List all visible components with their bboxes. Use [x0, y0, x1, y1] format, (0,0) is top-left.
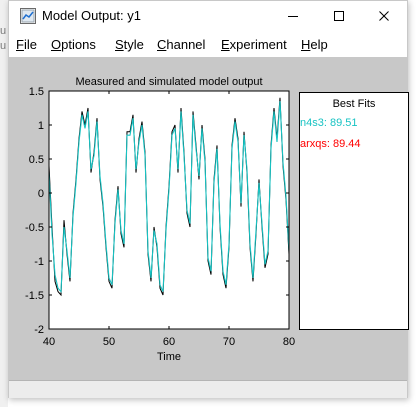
background-text: u: [0, 40, 7, 52]
window-title: Model Output: y1: [42, 8, 141, 23]
title-bar[interactable]: Model Output: y1: [9, 1, 407, 33]
y-tick-label: 0: [38, 188, 44, 200]
model-output-window: Model Output: y1 File Options Style Chan…: [8, 0, 409, 398]
minimize-icon: [288, 16, 298, 17]
x-axis-label: Time: [157, 351, 181, 363]
plot-title: Measured and simulated model output: [75, 76, 262, 88]
menu-bar: File Options Style Channel Experiment He…: [9, 33, 407, 57]
close-button[interactable]: [362, 1, 406, 31]
y-tick-label: -1: [34, 256, 44, 268]
menu-style[interactable]: Style: [115, 37, 144, 52]
background-window-edge: [0, 0, 8, 407]
y-tick-label: 1.5: [29, 86, 44, 98]
x-tick-label: 50: [103, 336, 115, 348]
menu-file[interactable]: File: [16, 37, 37, 52]
series-line-1: [49, 101, 289, 293]
y-tick-label: -1.5: [25, 290, 44, 302]
x-tick-label: 40: [43, 336, 55, 348]
best-fits-title: Best Fits: [332, 98, 376, 110]
best-fits-panel: Best Fits n4s3: 89.51 arxqs: 89.44: [299, 92, 409, 330]
matlab-figure-icon: [20, 8, 36, 24]
figure-area: Measured and simulated model output 40 50 6…: [9, 57, 409, 398]
x-tick-label: 70: [223, 336, 235, 348]
close-icon: [379, 11, 389, 21]
menu-options[interactable]: Options: [51, 37, 96, 52]
maximize-icon: [334, 11, 344, 21]
background-text: u: [0, 25, 7, 37]
fit-entry-arxqs[interactable]: arxqs: 89.44: [300, 138, 361, 150]
y-tick-label: -0.5: [25, 222, 44, 234]
y-tick-label: -2: [34, 324, 44, 336]
status-bar: [9, 380, 407, 398]
fit-entry-n4s3[interactable]: n4s3: 89.51: [300, 117, 358, 129]
y-tick-label: 1: [38, 120, 44, 132]
menu-help[interactable]: Help: [301, 37, 328, 52]
minimize-button[interactable]: [271, 1, 315, 31]
menu-experiment[interactable]: Experiment: [221, 37, 287, 52]
x-tick-label: 80: [283, 336, 295, 348]
y-tick-label: 0.5: [29, 154, 44, 166]
output-plot[interactable]: Measured and simulated model output 40 50 6…: [9, 57, 299, 379]
menu-channel[interactable]: Channel: [157, 37, 206, 52]
maximize-button[interactable]: [317, 1, 361, 31]
x-tick-label: 60: [163, 336, 175, 348]
